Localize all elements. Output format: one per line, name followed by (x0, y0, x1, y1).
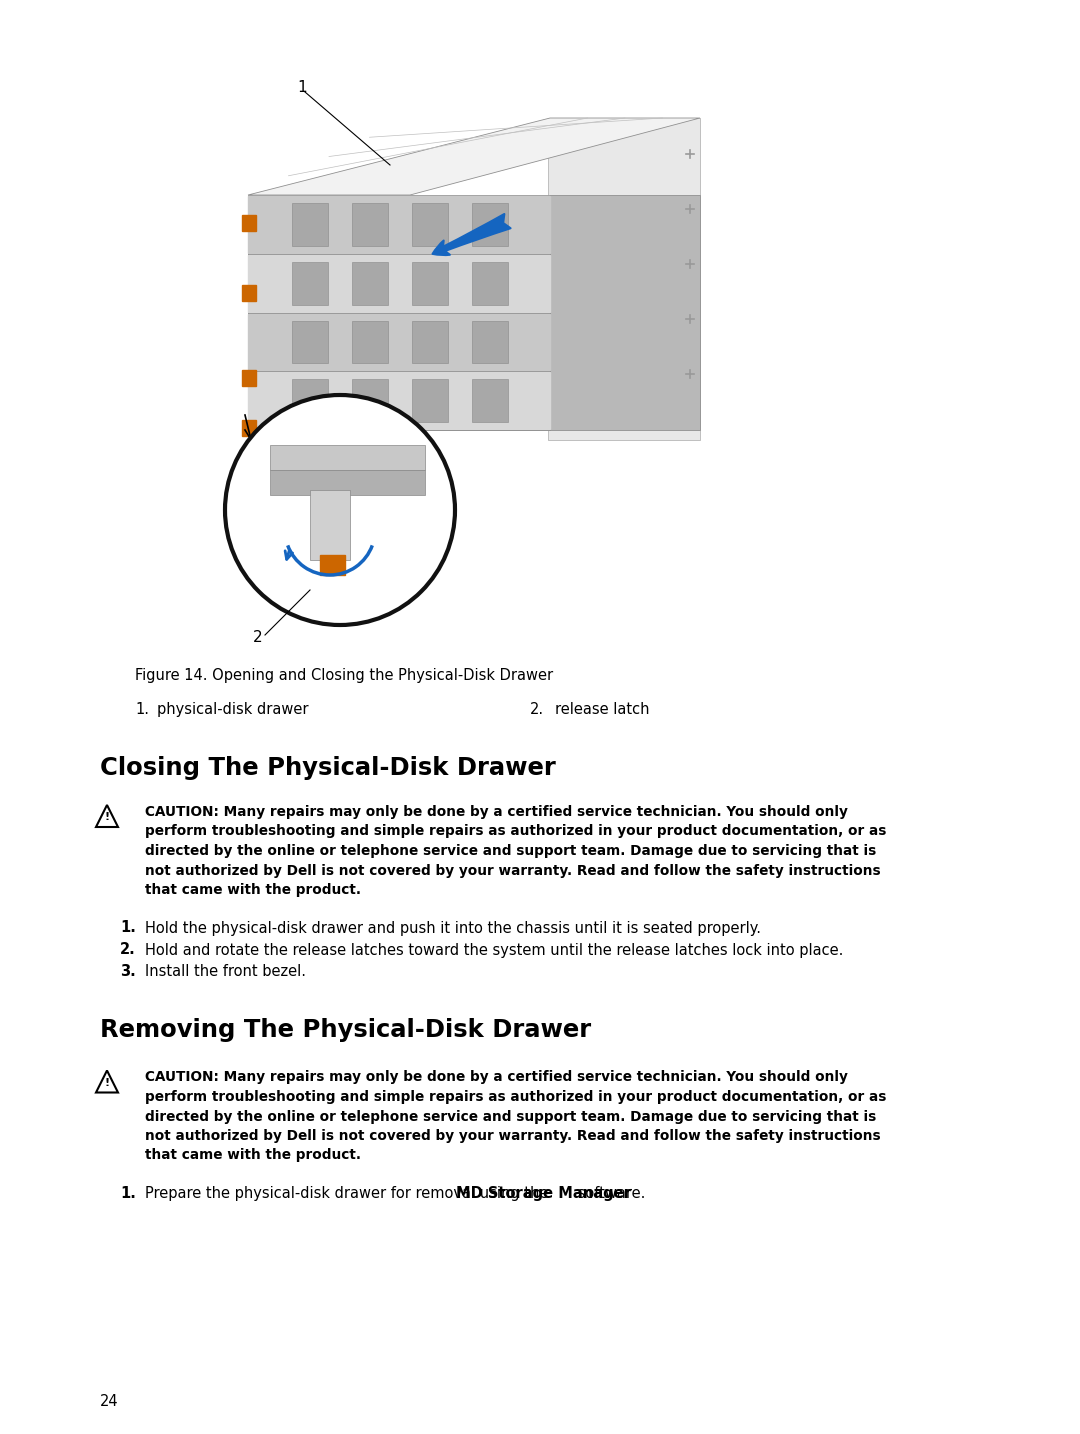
Text: software.: software. (572, 1186, 645, 1202)
Polygon shape (310, 490, 350, 561)
Text: 24: 24 (100, 1394, 119, 1410)
Polygon shape (248, 373, 550, 429)
Text: physical-disk drawer: physical-disk drawer (157, 703, 309, 717)
Text: MD Storage Manager: MD Storage Manager (456, 1186, 631, 1202)
Polygon shape (270, 470, 426, 495)
Polygon shape (472, 262, 508, 304)
Text: 1.: 1. (120, 921, 136, 935)
Polygon shape (411, 379, 448, 422)
Text: that came with the product.: that came with the product. (145, 1149, 361, 1163)
Polygon shape (548, 118, 700, 440)
Text: !: ! (105, 1077, 109, 1087)
Polygon shape (411, 262, 448, 304)
Text: perform troubleshooting and simple repairs as authorized in your product documen: perform troubleshooting and simple repai… (145, 1090, 887, 1104)
Text: not authorized by Dell is not covered by your warranty. Read and follow the safe: not authorized by Dell is not covered by… (145, 1129, 880, 1143)
Polygon shape (472, 379, 508, 422)
Text: 3.: 3. (120, 965, 136, 979)
Polygon shape (242, 285, 256, 301)
Polygon shape (320, 555, 345, 575)
Polygon shape (292, 379, 328, 422)
Circle shape (225, 394, 455, 625)
Polygon shape (292, 262, 328, 304)
Polygon shape (248, 196, 550, 252)
Polygon shape (352, 321, 388, 363)
Polygon shape (472, 321, 508, 363)
Text: Prepare the physical-disk drawer for removal using the: Prepare the physical-disk drawer for rem… (145, 1186, 553, 1202)
Text: 2: 2 (253, 631, 262, 645)
Polygon shape (270, 445, 426, 470)
Polygon shape (352, 262, 388, 304)
Text: directed by the online or telephone service and support team. Damage due to serv: directed by the online or telephone serv… (145, 1110, 876, 1123)
Polygon shape (242, 215, 256, 231)
Text: directed by the online or telephone service and support team. Damage due to serv: directed by the online or telephone serv… (145, 845, 876, 858)
Polygon shape (242, 370, 256, 386)
Polygon shape (242, 420, 256, 436)
Text: 2.: 2. (530, 703, 544, 717)
Text: Closing The Physical-Disk Drawer: Closing The Physical-Disk Drawer (100, 756, 556, 780)
Polygon shape (248, 195, 550, 430)
Polygon shape (550, 195, 700, 430)
Polygon shape (472, 204, 508, 245)
Text: that came with the product.: that came with the product. (145, 883, 361, 898)
Text: Figure 14. Opening and Closing the Physical-Disk Drawer: Figure 14. Opening and Closing the Physi… (135, 668, 553, 683)
Text: Hold and rotate the release latches toward the system until the release latches : Hold and rotate the release latches towa… (145, 942, 843, 958)
Text: CAUTION: Many repairs may only be done by a certified service technician. You sh: CAUTION: Many repairs may only be done b… (145, 804, 848, 819)
Text: Removing The Physical-Disk Drawer: Removing The Physical-Disk Drawer (100, 1018, 591, 1043)
Polygon shape (292, 204, 328, 245)
Text: !: ! (105, 812, 109, 822)
Text: Install the front bezel.: Install the front bezel. (145, 965, 306, 979)
Polygon shape (411, 321, 448, 363)
Text: CAUTION: Many repairs may only be done by a certified service technician. You sh: CAUTION: Many repairs may only be done b… (145, 1071, 848, 1084)
Text: 1: 1 (297, 80, 307, 96)
Polygon shape (248, 118, 700, 195)
Polygon shape (248, 314, 550, 370)
Text: not authorized by Dell is not covered by your warranty. Read and follow the safe: not authorized by Dell is not covered by… (145, 863, 880, 878)
Polygon shape (292, 321, 328, 363)
Polygon shape (352, 379, 388, 422)
Text: perform troubleshooting and simple repairs as authorized in your product documen: perform troubleshooting and simple repai… (145, 825, 887, 839)
Polygon shape (352, 204, 388, 245)
Polygon shape (411, 204, 448, 245)
Text: 1.: 1. (135, 703, 149, 717)
Text: release latch: release latch (555, 703, 649, 717)
Text: 1.: 1. (120, 1186, 136, 1202)
Text: Hold the physical-disk drawer and push it into the chassis until it is seated pr: Hold the physical-disk drawer and push i… (145, 921, 761, 935)
Polygon shape (248, 255, 550, 311)
Text: 2.: 2. (120, 942, 136, 958)
